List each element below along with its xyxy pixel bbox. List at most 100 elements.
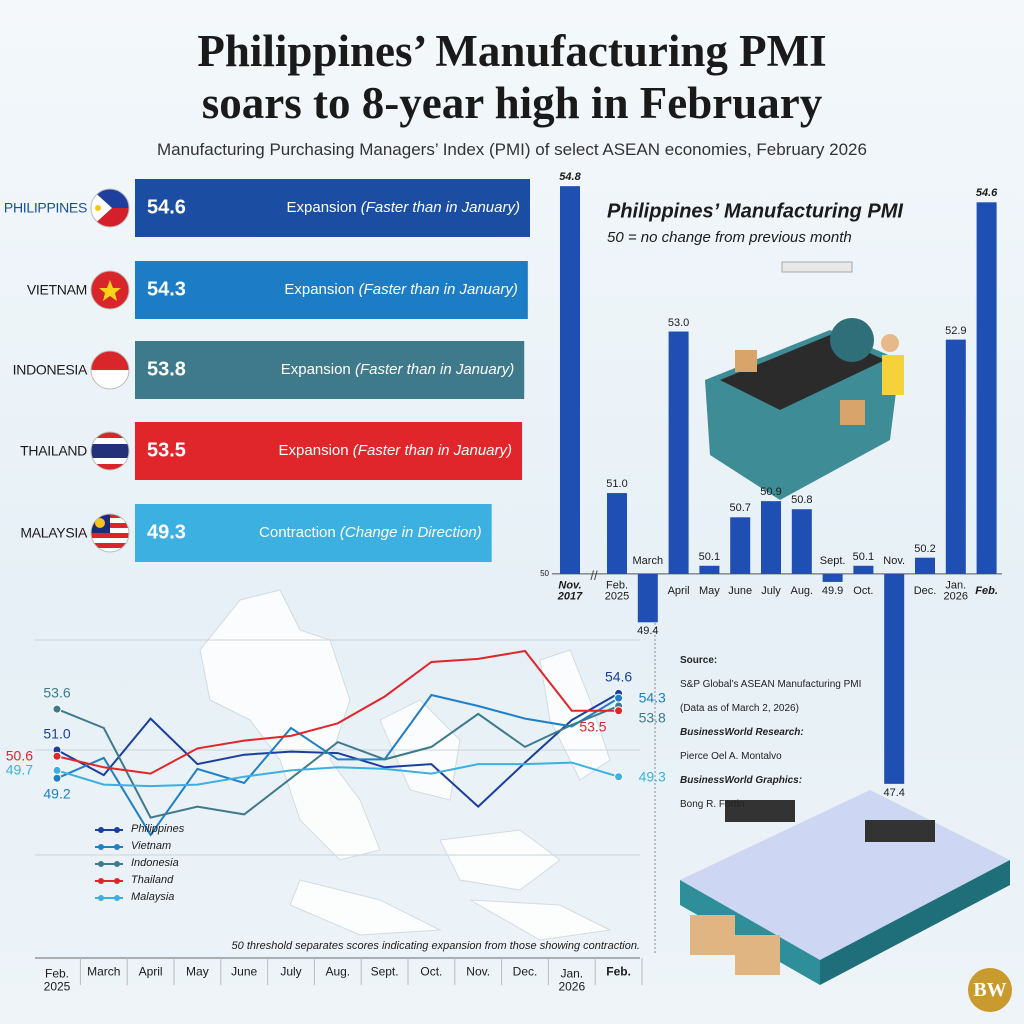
value-label: 49.7 bbox=[5, 762, 33, 779]
status-text: Expansion (Faster than in January) bbox=[284, 282, 517, 298]
legend-label: Indonesia bbox=[131, 857, 179, 870]
legend-dot bbox=[98, 827, 104, 833]
status-detail: (Faster than in January) bbox=[360, 199, 520, 217]
bar bbox=[884, 573, 905, 784]
x-tick-label: Nov. 2017 bbox=[557, 579, 583, 603]
page-title: Philippines’ Manufacturing PMI soars to … bbox=[197, 26, 827, 128]
value-label: 50.8 bbox=[791, 494, 813, 507]
y-tick-label: 50 bbox=[540, 568, 549, 578]
bar bbox=[637, 573, 658, 623]
bar bbox=[699, 565, 720, 574]
factory-floor-illustration bbox=[680, 790, 1010, 985]
value-label: 49.9 bbox=[821, 585, 844, 598]
source-label: Source: bbox=[680, 655, 718, 666]
value-label: 54.8 bbox=[559, 171, 581, 184]
x-tick-label: Nov. bbox=[883, 555, 906, 568]
legend-label: Malaysia bbox=[131, 891, 175, 904]
flag-vietnam bbox=[91, 271, 129, 309]
value-label: 54.6 bbox=[147, 196, 186, 219]
bar bbox=[560, 186, 580, 574]
chart-note: 50 threshold separates scores indicating… bbox=[231, 940, 640, 953]
chart-title: Philippines’ Manufacturing PMI bbox=[607, 200, 903, 223]
legend-dot bbox=[114, 827, 120, 833]
graphics-name: Bong R. Fortin bbox=[680, 799, 745, 810]
legend-dot bbox=[98, 861, 104, 867]
axis-break: // bbox=[590, 568, 598, 583]
bar bbox=[822, 573, 843, 582]
map bbox=[199, 589, 612, 941]
x-tick-label: July bbox=[280, 964, 302, 979]
value-label: 54.3 bbox=[638, 689, 666, 706]
bar bbox=[976, 202, 997, 574]
x-tick-label: Jan. 2026 bbox=[558, 966, 586, 993]
x-tick-label: Oct. bbox=[420, 964, 443, 979]
value-label: 51.0 bbox=[43, 725, 71, 742]
end-point bbox=[52, 765, 62, 775]
x-tick-label: May bbox=[186, 964, 209, 979]
bar bbox=[668, 331, 689, 574]
value-label: 50.1 bbox=[698, 550, 721, 563]
value-label: 53.5 bbox=[147, 439, 186, 462]
status-text: Expansion (Faster than in January) bbox=[279, 443, 512, 459]
x-tick-label: Feb. bbox=[606, 964, 631, 979]
status-text: Expansion (Faster than in January) bbox=[281, 362, 514, 378]
end-point bbox=[52, 773, 62, 783]
x-tick-label: Dec. bbox=[512, 964, 538, 979]
legend-dot bbox=[114, 861, 120, 867]
bar bbox=[915, 557, 935, 574]
bar bbox=[853, 565, 874, 574]
legend-dot bbox=[98, 895, 104, 901]
status-status: Expansion bbox=[280, 361, 351, 379]
chart-subtitle: 50 = no change from previous month bbox=[607, 229, 852, 247]
value-label: 53.8 bbox=[638, 709, 666, 726]
bar bbox=[791, 509, 812, 574]
x-tick-label: Feb. 2025 bbox=[43, 966, 71, 993]
value-label: 50.7 bbox=[729, 502, 751, 515]
x-tick-label: Feb. 2025 bbox=[604, 579, 630, 603]
series-line bbox=[56, 649, 619, 775]
series-line bbox=[56, 692, 620, 808]
value-label: 49.3 bbox=[147, 521, 186, 544]
legend-label: Thailand bbox=[131, 874, 174, 887]
factory-illustration bbox=[705, 261, 904, 500]
x-tick-label: May bbox=[699, 585, 720, 598]
status-status: Expansion bbox=[284, 281, 355, 299]
value-label: 54.6 bbox=[975, 187, 998, 200]
legend-dot bbox=[98, 844, 104, 850]
bar bbox=[730, 517, 751, 574]
status-status: Expansion bbox=[286, 199, 357, 217]
value-label: 50.9 bbox=[760, 486, 782, 499]
x-tick-label: April bbox=[667, 585, 690, 598]
flag-indonesia bbox=[91, 351, 129, 389]
bar bbox=[607, 493, 627, 574]
x-tick-label: June bbox=[231, 964, 258, 979]
status-bar bbox=[135, 341, 525, 399]
status-bar bbox=[135, 504, 492, 562]
legend-dot bbox=[98, 878, 104, 884]
x-tick-label: Jan. 2026 bbox=[943, 579, 969, 603]
series-line bbox=[56, 761, 619, 788]
x-tick-label: March bbox=[87, 964, 121, 979]
status-detail: (Faster than in January) bbox=[354, 361, 515, 379]
value-label: 49.3 bbox=[638, 768, 666, 785]
value-label: 51.0 bbox=[606, 478, 628, 491]
end-point bbox=[614, 693, 624, 703]
value-label: 49.4 bbox=[637, 625, 659, 638]
value-label: 54.6 bbox=[604, 669, 633, 686]
flag-thailand bbox=[91, 432, 129, 470]
x-tick-label: March bbox=[632, 555, 664, 568]
legend-label: Philippines bbox=[131, 823, 185, 836]
end-point bbox=[614, 772, 624, 782]
country-label: PHILIPPINES bbox=[3, 199, 87, 216]
x-tick-label: Oct. bbox=[853, 585, 874, 598]
flag-philippines bbox=[91, 189, 129, 227]
status-bar bbox=[135, 261, 528, 319]
value-label: 47.4 bbox=[883, 787, 905, 800]
page-subtitle: Manufacturing Purchasing Managers’ Index… bbox=[157, 140, 867, 159]
status-text: Expansion (Faster than in January) bbox=[287, 200, 520, 216]
x-tick-label: Aug. bbox=[790, 585, 814, 598]
x-tick-label: Sept. bbox=[819, 555, 846, 568]
value-label: 53.5 bbox=[579, 718, 607, 735]
legend-label: Vietnam bbox=[131, 840, 172, 853]
